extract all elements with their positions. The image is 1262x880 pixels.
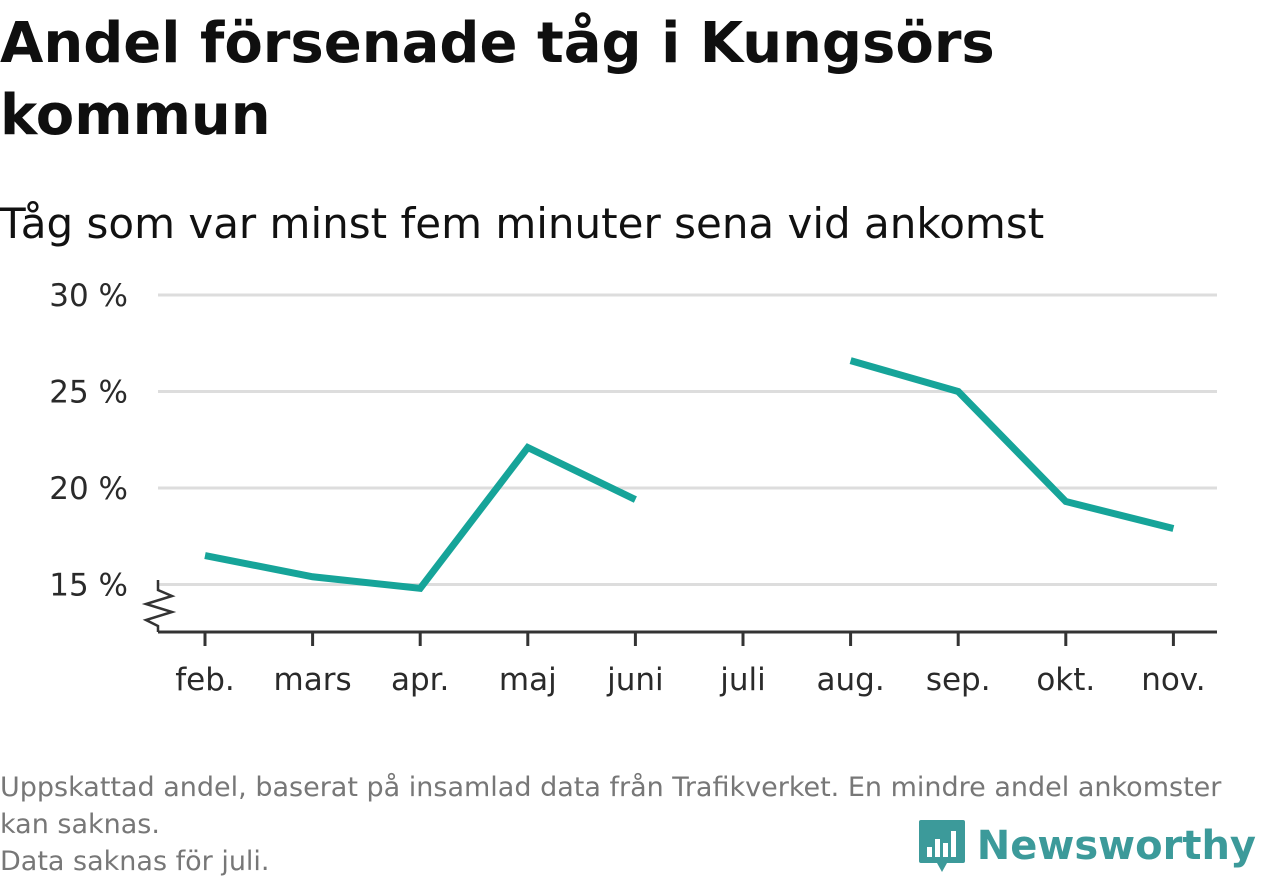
x-tick-label: juli [719,662,766,698]
x-tick-label: okt. [1036,662,1095,698]
footnote-line: Uppskattad andel, baserat på insamlad da… [0,772,1222,840]
x-tick-label: apr. [391,662,449,698]
x-tick-label: maj [499,662,557,698]
x-tick-label: feb. [175,662,235,698]
x-tick-label: mars [274,662,352,698]
x-tick-label: juni [606,662,664,698]
series-line [849,357,1175,532]
series-lines [204,357,1175,593]
gridlines [158,293,1217,586]
line-chart: 15 % 20 % 25 % 30 % feb. mars apr. maj juni juli… [49,278,1217,698]
x-tick-label: aug. [817,662,885,698]
brand-logo: Newsworthy [917,817,1256,875]
y-tick-label: 30 % [49,278,128,314]
newsworthy-logo-icon [918,820,965,872]
footnote-line: Data saknas för juli. [0,846,270,877]
y-tick-label: 20 % [49,471,128,507]
x-tick-label: sep. [926,662,991,698]
x-axis-ticks: feb. mars apr. maj juni juli aug. sep. okt. nov. [175,632,1206,698]
y-tick-label: 15 % [49,568,128,604]
y-axis-break [141,580,177,632]
x-axis [141,580,1217,634]
y-tick-label: 25 % [49,375,128,411]
brand-name: Newsworthy [976,823,1256,869]
x-tick-label: nov. [1141,662,1205,698]
footnote: Uppskattad andel, baserat på insamlad da… [0,769,1250,880]
page-title: Andel försenade tåg i Kungsörs kommun [0,11,995,148]
series-line [204,443,637,593]
chart-subtitle: Tåg som var minst fem minuter sena vid a… [0,199,1045,248]
y-axis-ticks: 15 % 20 % 25 % 30 % [49,278,128,604]
